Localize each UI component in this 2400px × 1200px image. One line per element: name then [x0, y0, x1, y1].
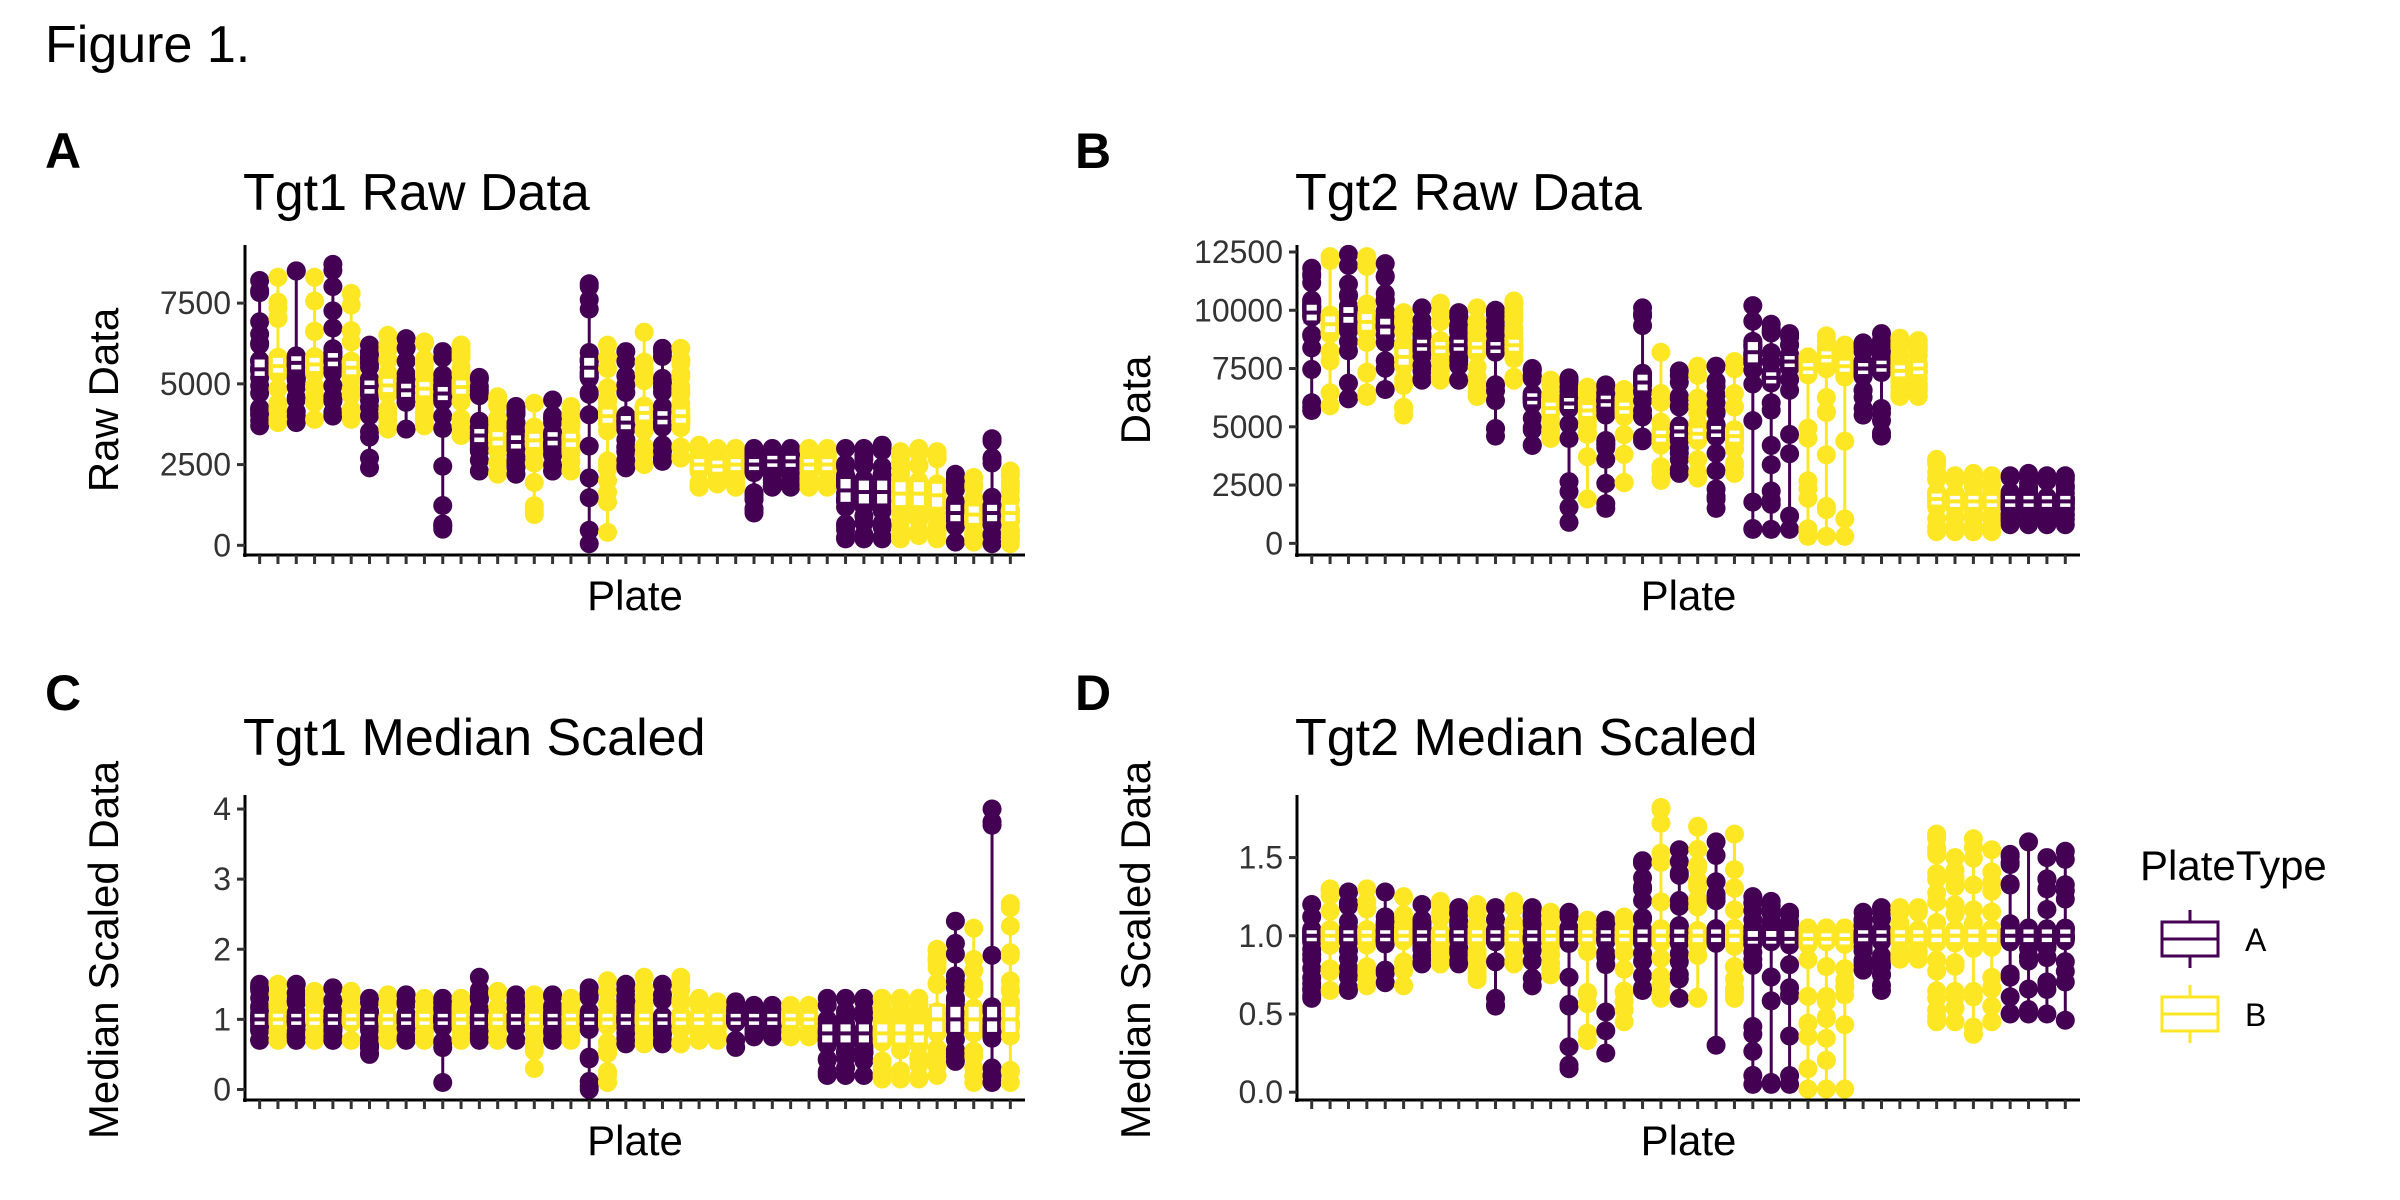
box-plate-36 — [890, 442, 910, 564]
box-plate-1 — [250, 271, 270, 564]
y-tick-label: 10000 — [1194, 292, 1283, 328]
panel-title: Tgt1 Raw Data — [243, 164, 590, 222]
panel-title: Tgt2 Median Scaled — [1295, 709, 1758, 767]
x-axis-title: Plate — [1641, 1117, 1737, 1164]
y-tick-label: 4 — [213, 791, 231, 827]
y-tick-label: 0 — [1265, 525, 1283, 561]
box-plate-23 — [652, 338, 672, 564]
y-tick-label: 2500 — [1212, 467, 1283, 503]
y-tick-label: 0 — [213, 527, 231, 563]
box-plate-24 — [671, 338, 691, 564]
x-axis-title: Plate — [1641, 572, 1737, 619]
panel-b: B Tgt2 Raw Data 0 2500 5000 7500 10000 12500 Pla… — [1075, 123, 2080, 619]
box-plate-10 — [1467, 298, 1487, 564]
box-plate-22 — [634, 322, 654, 564]
box-plate-13 — [469, 367, 489, 564]
box-plate-20 — [598, 971, 618, 1109]
box-plate-16 — [524, 393, 544, 564]
panel-a: A Tgt1 Raw Data 0 2500 5000 7500 Plate Raw Data — [45, 123, 1025, 619]
y-tick-label: 7500 — [160, 285, 231, 321]
box-plate-20 — [598, 335, 618, 564]
panel-letter: A — [45, 123, 81, 179]
y-tick-label: 7500 — [1212, 351, 1283, 387]
figure-title: Figure 1. — [45, 16, 250, 74]
y-tick-label: 3 — [213, 861, 231, 897]
box-plate-40 — [964, 468, 984, 564]
x-axis-title: Plate — [587, 572, 683, 619]
box-plate-2 — [268, 267, 288, 564]
box-plate-4 — [305, 267, 325, 564]
box-plate-27 — [726, 438, 746, 564]
box-plate-12 — [451, 335, 471, 564]
box-plate-7 — [1412, 298, 1432, 564]
y-tick-label: 5000 — [160, 366, 231, 402]
x-axis-title: Plate — [587, 1117, 683, 1164]
box-plate-25 — [689, 435, 709, 564]
box-plate-12 — [1504, 291, 1524, 564]
y-axis-title: Data — [1112, 355, 1159, 444]
y-tick-label: 5000 — [1212, 409, 1283, 445]
y-tick-label: 1 — [213, 1001, 231, 1037]
box-plate-39 — [945, 464, 965, 564]
box-plate-8 — [378, 325, 398, 564]
box-plate-19 — [579, 274, 599, 564]
box-plate-18 — [561, 396, 581, 564]
box-plate-35 — [872, 435, 892, 564]
box-plate-41 — [982, 429, 1002, 564]
box-plate-6 — [1394, 303, 1414, 564]
y-tick-label: 1.5 — [1239, 840, 1283, 876]
box-plate-10 — [414, 332, 434, 564]
box-plate-11 — [1486, 300, 1506, 564]
box-plate-26 — [707, 438, 727, 564]
box-plate-37 — [909, 438, 929, 564]
box-plate-34 — [854, 438, 874, 564]
y-tick-label: 12500 — [1194, 234, 1283, 270]
panel-letter: D — [1075, 665, 1111, 721]
box-plate-9 — [1449, 303, 1469, 564]
box-plate-14 — [488, 387, 508, 564]
box-plate-5 — [1375, 254, 1395, 564]
panel-title: Tgt2 Raw Data — [1295, 164, 1642, 222]
box-plate-4 — [1357, 247, 1377, 564]
box-plate-31 — [799, 438, 819, 564]
box-plate-5 — [323, 254, 343, 564]
box-plate-15 — [506, 396, 526, 564]
box-plate-29 — [762, 438, 782, 564]
box-plate-33 — [836, 438, 856, 564]
box-plate-8 — [1430, 293, 1450, 564]
box-plate-17 — [543, 390, 563, 564]
panel-letter: C — [45, 665, 81, 721]
y-tick-label: 1.0 — [1239, 918, 1283, 954]
box-plate-42 — [1000, 894, 1020, 1109]
box-plate-6 — [341, 283, 361, 564]
box-plate-3 — [286, 261, 306, 564]
box-plate-30 — [781, 438, 801, 564]
box-plate-26 — [1761, 314, 1781, 564]
y-tick-label: 0 — [213, 1071, 231, 1107]
box-plate-2 — [1320, 247, 1340, 564]
y-tick-label: 0.0 — [1239, 1074, 1283, 1110]
panels: A Tgt1 Raw Data 0 2500 5000 7500 Plate Raw Data… — [45, 123, 2080, 1164]
y-tick-label: 2500 — [160, 447, 231, 483]
y-axis-title: Raw Data — [80, 307, 127, 492]
box-plate-28 — [744, 438, 764, 564]
y-axis-title: Median Scaled Data — [80, 760, 127, 1139]
box-plate-26 — [1761, 891, 1781, 1109]
box-plate-1 — [1302, 258, 1322, 564]
box-plate-9 — [396, 329, 416, 564]
box-plate-7 — [360, 335, 380, 564]
y-tick-label: 0.5 — [1239, 996, 1283, 1032]
box-plate-32 — [817, 438, 837, 564]
box-plate-21 — [616, 342, 636, 564]
box-plate-11 — [433, 342, 453, 564]
y-tick-label: 2 — [213, 931, 231, 967]
box-plate-3 — [1338, 244, 1358, 564]
y-axis-title: Median Scaled Data — [1112, 760, 1159, 1139]
box-plate-42 — [1000, 461, 1020, 564]
panel-title: Tgt1 Median Scaled — [243, 709, 706, 767]
box-plate-38 — [927, 442, 947, 564]
panel-letter: B — [1075, 123, 1111, 179]
